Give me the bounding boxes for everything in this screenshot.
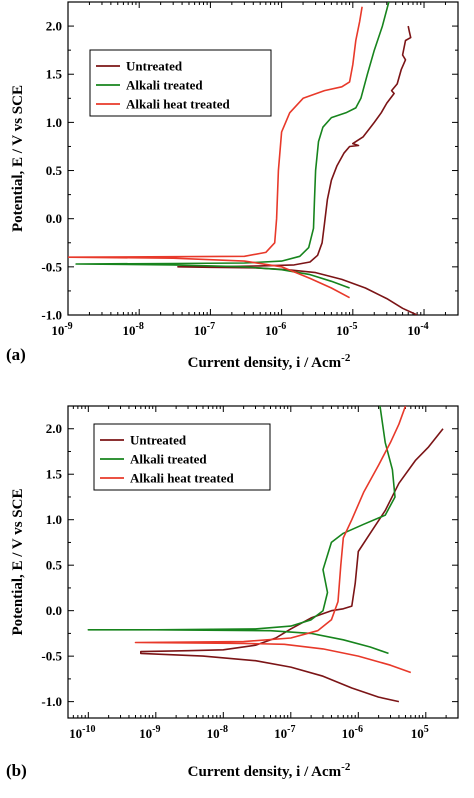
chart-panel-1: 10-9 10-8 10-7 10-6 10-5 10-4 -1.0 -0.5 0.0 0.5 1.…	[6, 1, 459, 371]
y-tick-label: -1.0	[41, 308, 62, 323]
x-tick-label: 10-9	[51, 321, 72, 338]
x-axis-title: Current density, i / Acm-2	[188, 761, 351, 780]
y-tick-label: -0.5	[41, 259, 62, 274]
y-tick-label: 1.0	[46, 115, 62, 130]
y-tick-label: 0.5	[46, 558, 63, 573]
legend-box	[93, 423, 271, 491]
y-tick-label: -0.5	[41, 649, 62, 664]
legend-label: Untreated	[126, 59, 183, 74]
y-tick-label: -1.0	[41, 694, 62, 709]
series-line-alkali-treated	[87, 406, 396, 655]
y-tick-label: 0.0	[46, 603, 62, 618]
y-tick-label: 1.0	[46, 512, 62, 527]
legend-label: Alkali heat treated	[130, 471, 235, 486]
x-tick-label: 10-8	[123, 321, 144, 338]
x-axis-title: Current density, i / Acm-2	[188, 352, 351, 371]
y-tick-label: 0.0	[46, 211, 62, 226]
series-line-alkali-heat-treated	[134, 406, 412, 674]
legend-box	[89, 49, 272, 117]
x-tick-label: 10-7	[194, 321, 215, 338]
legend-label: Alkali heat treated	[126, 97, 231, 112]
y-tick-label: 1.5	[46, 467, 63, 482]
series-line-untreated	[140, 428, 444, 703]
plot-frame	[67, 1, 459, 316]
x-tick-label: 10-10	[69, 724, 95, 741]
legend: Untreated Alkali treated Alkali heat treat…	[93, 423, 271, 491]
x-tick-label: 10-9	[139, 724, 160, 741]
y-tick-label: 2.0	[46, 19, 62, 34]
x-tick-label: 10-7	[274, 724, 295, 741]
x-tick-label: 10-4	[407, 321, 428, 338]
legend-label: Alkali treated	[126, 78, 203, 93]
plot-frame	[67, 405, 459, 719]
y-axis-title: Potential, E / V vs SCE	[10, 489, 26, 636]
series-line-alkali-treated	[75, 2, 390, 289]
x-tick-label: 10-8	[207, 724, 228, 741]
legend: Untreated Alkali treated Alkali heat treat…	[89, 49, 272, 117]
chart-panel-2: 10-10 10-9 10-8 10-7 10-6 105 -1.0 -0.5 0.0 0.5 1.…	[6, 405, 459, 780]
y-axis-title: Potential, E / V vs SCE	[10, 85, 26, 232]
x-tick-label: 10-5	[336, 321, 357, 338]
x-tick-label: 10-6	[265, 321, 286, 338]
legend-label: Untreated	[130, 433, 187, 448]
legend-label: Alkali treated	[130, 452, 207, 467]
x-tick-label: 105	[411, 724, 429, 741]
panel-label: (b)	[6, 761, 27, 780]
y-tick-label: 1.5	[46, 67, 63, 82]
y-tick-label: 2.0	[46, 421, 62, 436]
series-line-alkali-heat-treated	[68, 6, 363, 299]
panel-label: (a)	[6, 345, 26, 364]
y-tick-label: 0.5	[46, 163, 63, 178]
x-tick-label: 10-6	[342, 724, 363, 741]
